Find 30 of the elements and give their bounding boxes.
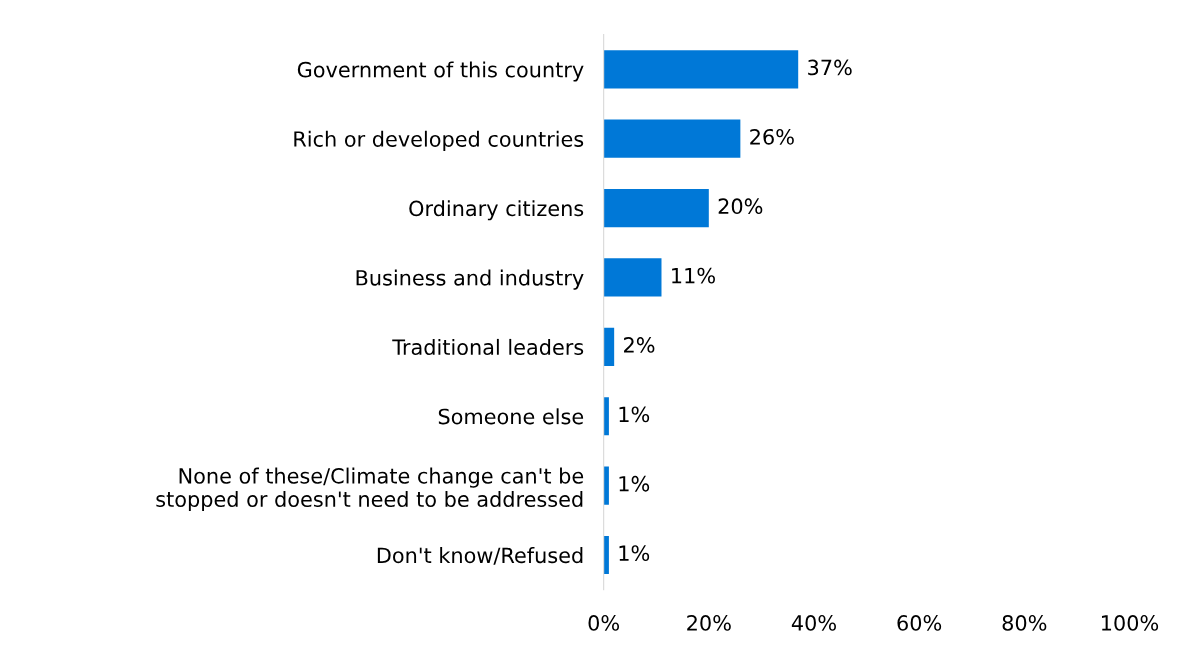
x-tick-label: 0% <box>588 615 620 631</box>
data-label: 20% <box>718 198 763 215</box>
bar <box>603 535 609 575</box>
bar <box>603 258 662 297</box>
x-tick-label: 40% <box>791 615 836 631</box>
y-tick-label: Traditional leaders <box>392 338 584 356</box>
bar <box>603 466 609 505</box>
x-tick-label: 100% <box>1101 615 1159 631</box>
y-tick-label: Don't know/Refused <box>377 547 583 565</box>
data-label: 1% <box>619 545 650 562</box>
bar <box>603 50 799 89</box>
y-tick-label: Someone else <box>438 408 584 425</box>
bar <box>603 188 709 228</box>
x-tick-label: 80% <box>1002 615 1047 631</box>
data-label: 2% <box>624 337 655 353</box>
data-label: 37% <box>808 59 852 76</box>
y-tick-label: Business and industry <box>356 269 584 290</box>
y-tick-label: None of these/Climate change can't be stopped or doesn't need to be addressed <box>156 467 584 512</box>
data-label: 11% <box>672 267 715 284</box>
bar <box>603 119 741 158</box>
bar <box>603 327 615 366</box>
y-tick-label: Rich or developed countries <box>294 130 584 151</box>
data-label: 26% <box>750 128 794 145</box>
y-tick-label: Ordinary citizens <box>409 200 584 221</box>
bar <box>603 397 609 436</box>
x-tick-label: 60% <box>897 615 942 631</box>
data-label: 1% <box>619 475 650 492</box>
data-label: 1% <box>619 406 650 423</box>
y-tick-label: Government of this country <box>297 61 584 82</box>
x-tick-label: 20% <box>687 615 731 631</box>
